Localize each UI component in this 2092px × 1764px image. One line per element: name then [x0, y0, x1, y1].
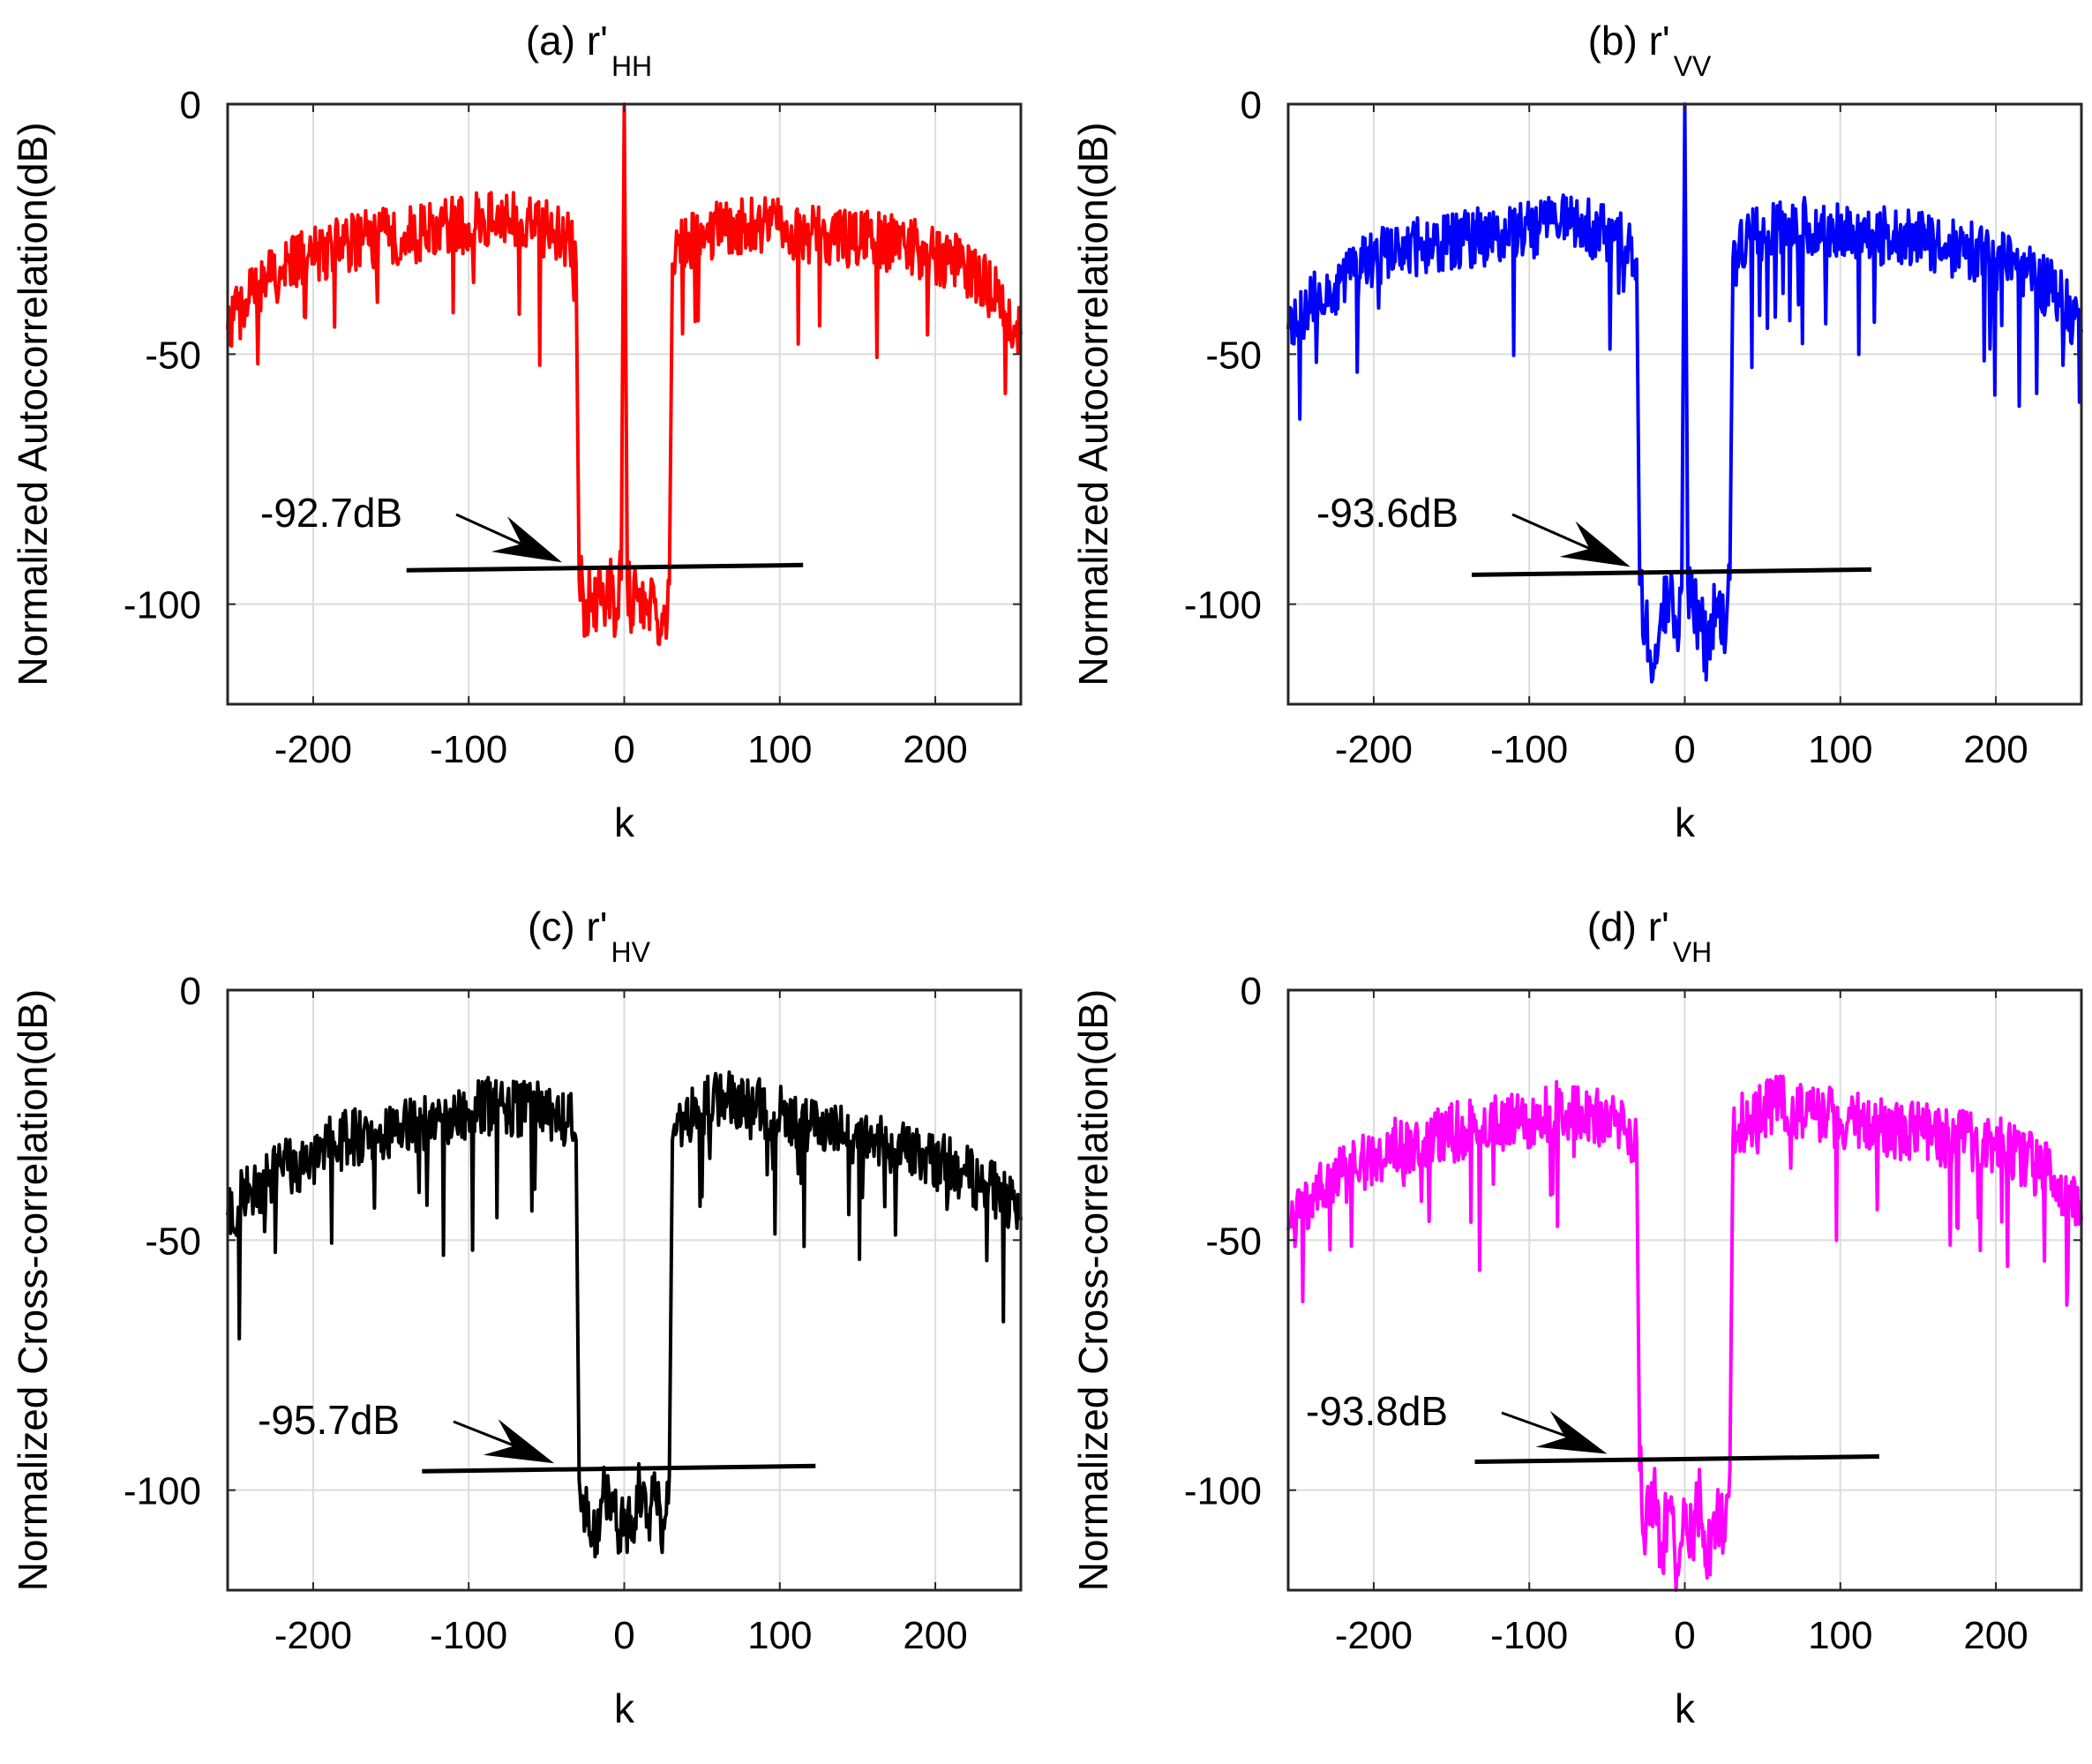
x-tick-label: 100 — [1808, 1614, 1872, 1657]
title-subscript: HH — [611, 50, 652, 82]
y-tick-label: 0 — [1241, 970, 1262, 1013]
data-series-line — [226, 1070, 1023, 1558]
x-axis-label: k — [1675, 799, 1696, 845]
x-tick-label: 100 — [1808, 728, 1872, 771]
panel-title: (c) r'HV — [528, 904, 651, 968]
x-tick-label: -100 — [1490, 728, 1568, 771]
y-tick-label: -100 — [124, 584, 201, 627]
annotation-arrow-shaft — [1511, 513, 1596, 552]
y-axis-label: Normalized Cross-correlation(dB) — [1070, 989, 1116, 1592]
x-tick-label: 0 — [613, 1614, 634, 1657]
x-tick-label: -100 — [1490, 1614, 1568, 1657]
x-tick-label: 0 — [1674, 728, 1695, 771]
title-subscript: HV — [611, 936, 651, 968]
annotation-label: -93.8dB — [1306, 1388, 1448, 1434]
data-series-line — [1286, 1074, 2083, 1592]
y-tick-label: -50 — [145, 334, 201, 377]
level-line — [422, 1463, 816, 1474]
annotation-label: -92.7dB — [260, 490, 402, 536]
panel-d-vh: -200 -100 0 100 200 0 -50 -100 k Normalized Cross… — [1070, 904, 2083, 1731]
title-subscript: VV — [1674, 50, 1712, 82]
x-tick-label: 200 — [1963, 728, 2028, 771]
annotation-arrowhead — [1535, 1410, 1608, 1454]
x-tick-label: -200 — [274, 1614, 352, 1657]
panel-title: (d) r'VH — [1587, 904, 1713, 968]
title-subscript: VH — [1673, 936, 1712, 968]
panel-b-vv: -200 -100 0 100 200 0 -50 -100 k Normalized Autoc… — [1070, 18, 2083, 845]
annotation-arrowhead — [491, 516, 562, 563]
level-line — [1474, 1454, 1879, 1465]
annotation-arrowhead — [1559, 521, 1631, 567]
x-tick-label: -200 — [1335, 728, 1413, 771]
x-tick-label: 200 — [1963, 1614, 2028, 1657]
annotation-label: -93.6dB — [1316, 490, 1458, 536]
annotation-arrow-shaft — [453, 1420, 520, 1449]
y-tick-label: 0 — [180, 84, 201, 127]
x-axis-label: k — [1675, 1685, 1696, 1731]
annotation-label: -95.7dB — [258, 1397, 400, 1443]
x-tick-label: -200 — [274, 728, 352, 771]
x-tick-label: 100 — [747, 1614, 812, 1657]
y-tick-label: 0 — [1241, 84, 1262, 127]
y-axis-label: Normalized Cross-correlation(dB) — [10, 989, 56, 1592]
panel-a-hh: -200 -100 0 100 200 0 -50 -100 k Normalized Autoc… — [10, 18, 1023, 845]
y-tick-label: -50 — [1205, 1220, 1262, 1263]
y-tick-label: -100 — [1184, 584, 1262, 627]
y-tick-label: -100 — [1184, 1470, 1262, 1513]
panel-c-hv: -200 -100 0 100 200 0 -50 -100 k Normalized Cross… — [10, 904, 1023, 1731]
panel-title: (b) r'VV — [1588, 18, 1712, 82]
annotation-arrowhead — [483, 1419, 555, 1464]
x-tick-label: 0 — [613, 728, 634, 771]
x-tick-label: 0 — [1674, 1614, 1695, 1657]
y-tick-label: -50 — [1205, 334, 1262, 377]
x-tick-label: 100 — [747, 728, 812, 771]
level-line — [1471, 567, 1872, 577]
x-axis-label: k — [614, 1685, 635, 1731]
x-tick-label: 200 — [903, 1614, 967, 1657]
x-tick-label: -200 — [1335, 1614, 1413, 1657]
y-axis-label: Normalized Autocorrelation(dB) — [1070, 122, 1116, 686]
x-tick-label: -100 — [430, 728, 507, 771]
y-tick-label: -100 — [124, 1470, 201, 1513]
panel-title: (a) r'HH — [526, 18, 652, 82]
x-tick-label: -100 — [430, 1614, 507, 1657]
level-line — [406, 562, 804, 573]
x-axis-label: k — [614, 799, 635, 845]
y-tick-label: -50 — [145, 1220, 201, 1263]
y-tick-label: 0 — [180, 970, 201, 1013]
annotation-arrow-shaft — [455, 513, 528, 548]
x-tick-label: 200 — [903, 728, 967, 771]
y-axis-label: Normalized Autocorrelation(dB) — [10, 122, 56, 686]
annotation-arrow-shaft — [1501, 1411, 1572, 1439]
